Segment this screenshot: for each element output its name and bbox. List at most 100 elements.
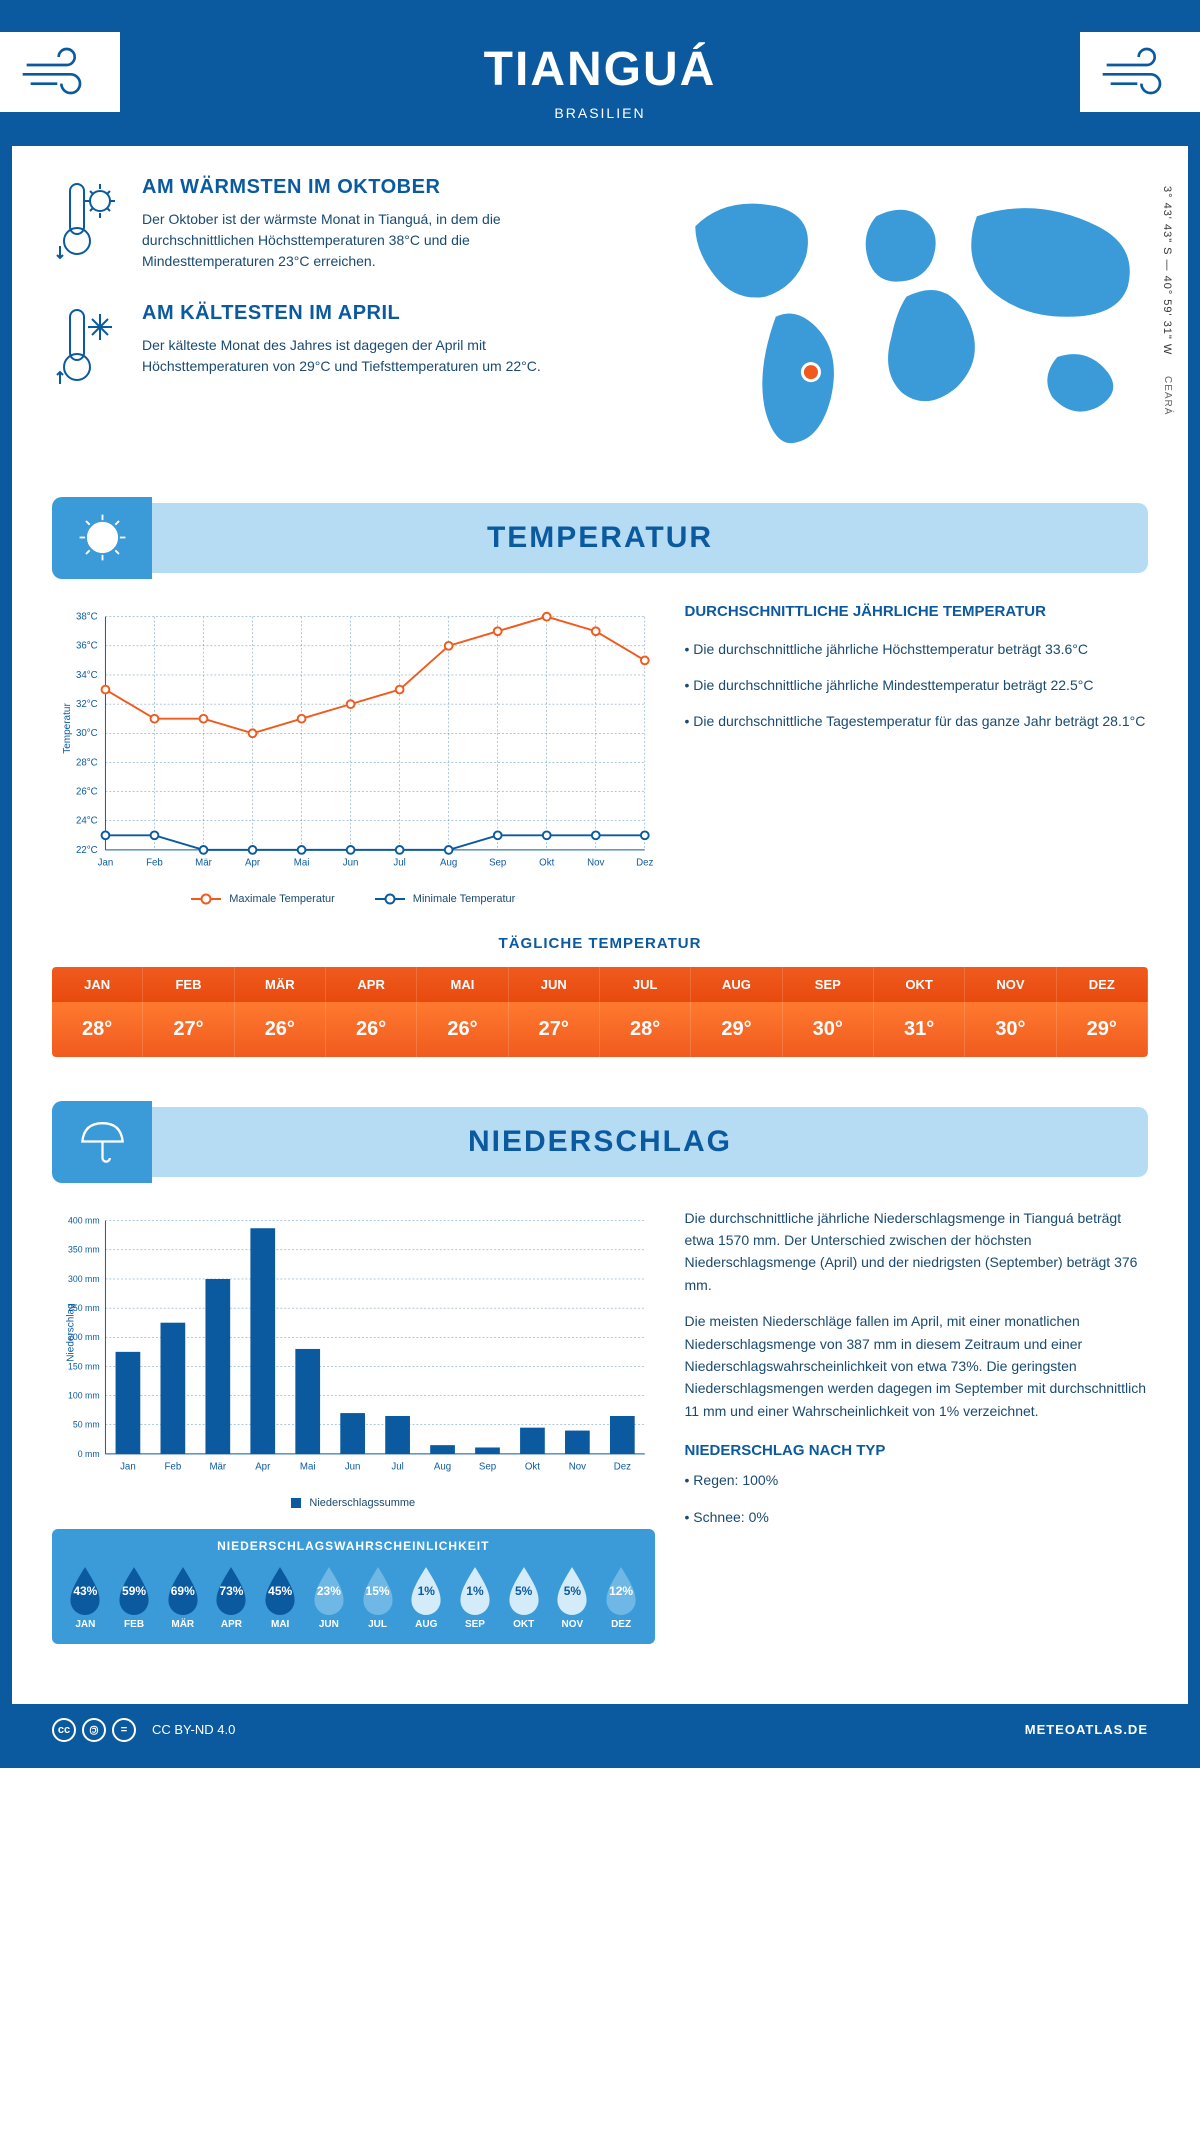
cc-icon: cc bbox=[52, 1718, 76, 1742]
daily-month: MÄR bbox=[235, 967, 326, 1002]
svg-text:28°C: 28°C bbox=[76, 757, 98, 768]
drop-percent: 69% bbox=[171, 1584, 195, 1598]
warmest-title: AM WÄRMSTEN IM OKTOBER bbox=[142, 176, 605, 199]
daily-cell: OKT31° bbox=[874, 967, 965, 1057]
drop-month: JUL bbox=[354, 1619, 401, 1630]
drop-percent: 45% bbox=[268, 1584, 292, 1598]
svg-text:30°C: 30°C bbox=[76, 728, 98, 739]
drop-percent: 1% bbox=[418, 1584, 435, 1598]
raindrop-icon: 69% bbox=[162, 1563, 204, 1615]
svg-text:Apr: Apr bbox=[255, 1461, 271, 1472]
daily-month: MAI bbox=[417, 967, 508, 1002]
temperature-title: TEMPERATUR bbox=[52, 521, 1148, 555]
drop-percent: 15% bbox=[366, 1584, 390, 1598]
daily-temperature-table: JAN28°FEB27°MÄR26°APR26°MAI26°JUN27°JUL2… bbox=[52, 967, 1148, 1057]
svg-text:Mai: Mai bbox=[294, 857, 310, 868]
raindrop-icon: 23% bbox=[308, 1563, 350, 1615]
svg-text:300 mm: 300 mm bbox=[68, 1273, 100, 1283]
intro-section: AM WÄRMSTEN IM OKTOBER Der Oktober ist d… bbox=[52, 176, 1148, 463]
svg-text:50 mm: 50 mm bbox=[73, 1419, 100, 1429]
daily-cell: DEZ29° bbox=[1057, 967, 1148, 1057]
daily-cell: MAI26° bbox=[417, 967, 508, 1057]
thermometer-hot-icon bbox=[52, 176, 122, 272]
wind-icon-left bbox=[0, 32, 120, 112]
legend-min: .legend-item:nth-child(2) .legend-mark::… bbox=[375, 893, 516, 905]
daily-month: JUN bbox=[509, 967, 600, 1002]
legend-max-label: Maximale Temperatur bbox=[229, 893, 335, 905]
svg-text:Jul: Jul bbox=[393, 857, 405, 868]
by-icon: 🄯 bbox=[82, 1718, 106, 1742]
precip-desc: Die durchschnittliche jährliche Niedersc… bbox=[685, 1207, 1148, 1644]
legend-min-label: Minimale Temperatur bbox=[413, 893, 516, 905]
daily-cell: JUL28° bbox=[600, 967, 691, 1057]
drop-percent: 1% bbox=[466, 1584, 483, 1598]
world-map bbox=[645, 176, 1148, 463]
svg-text:Jun: Jun bbox=[343, 857, 359, 868]
drop-month: JUN bbox=[306, 1619, 353, 1630]
svg-text:38°C: 38°C bbox=[76, 611, 98, 622]
svg-text:Okt: Okt bbox=[539, 857, 554, 868]
precip-title: NIEDERSCHLAG bbox=[52, 1125, 1148, 1159]
daily-value: 29° bbox=[1057, 1002, 1148, 1057]
precip-probability-box: NIEDERSCHLAGSWAHRSCHEINLICHKEIT 43%JAN59… bbox=[52, 1529, 655, 1644]
daily-month: SEP bbox=[783, 967, 874, 1002]
drop-cell: 73% APR bbox=[208, 1563, 255, 1630]
license-text: CC BY-ND 4.0 bbox=[152, 1722, 235, 1737]
daily-cell: SEP30° bbox=[783, 967, 874, 1057]
svg-text:Jun: Jun bbox=[345, 1461, 361, 1472]
probability-drops: 43%JAN59%FEB69%MÄR73%APR45%MAI23%JUN15%J… bbox=[62, 1563, 645, 1630]
drop-percent: 23% bbox=[317, 1584, 341, 1598]
svg-text:Sep: Sep bbox=[489, 857, 506, 868]
daily-value: 29° bbox=[691, 1002, 782, 1057]
site-name: METEOATLAS.DE bbox=[1025, 1722, 1148, 1737]
intro-facts: AM WÄRMSTEN IM OKTOBER Der Oktober ist d… bbox=[52, 176, 605, 463]
coldest-fact: AM KÄLTESTEN IM APRIL Der kälteste Monat… bbox=[52, 302, 605, 397]
drop-cell: 23% JUN bbox=[306, 1563, 353, 1630]
svg-text:36°C: 36°C bbox=[76, 640, 98, 651]
page-subtitle: BRASILIEN bbox=[12, 105, 1188, 121]
svg-text:Nov: Nov bbox=[569, 1461, 586, 1472]
drop-cell: 59%FEB bbox=[111, 1563, 158, 1630]
raindrop-icon: 73% bbox=[210, 1563, 252, 1615]
precip-type2: • Schnee: 0% bbox=[685, 1506, 1148, 1528]
drop-cell: 1%AUG bbox=[403, 1563, 450, 1630]
daily-month: OKT bbox=[874, 967, 965, 1002]
region-label: CEARÁ bbox=[1162, 376, 1173, 415]
svg-text:32°C: 32°C bbox=[76, 699, 98, 710]
svg-text:Jul: Jul bbox=[391, 1461, 403, 1472]
temp-b2: • Die durchschnittliche jährliche Mindes… bbox=[685, 674, 1148, 696]
svg-text:Feb: Feb bbox=[165, 1461, 182, 1472]
daily-value: 28° bbox=[600, 1002, 691, 1057]
raindrop-icon: 59% bbox=[113, 1563, 155, 1615]
page-title: TIANGUÁ bbox=[12, 42, 1188, 97]
svg-text:Mär: Mär bbox=[209, 1461, 226, 1472]
drop-month: APR bbox=[208, 1619, 255, 1630]
svg-text:Dez: Dez bbox=[636, 857, 653, 868]
raindrop-icon: 1% bbox=[405, 1563, 447, 1615]
drop-month: DEZ bbox=[598, 1619, 645, 1630]
temperature-line-chart: Temperatur 22°C24°C26°C28°C30°C32°C34°C3… bbox=[52, 603, 655, 883]
drop-cell: 5%NOV bbox=[549, 1563, 596, 1630]
drop-cell: 5%OKT bbox=[500, 1563, 547, 1630]
precip-type1: • Regen: 100% bbox=[685, 1469, 1148, 1491]
temperature-banner: TEMPERATUR bbox=[52, 503, 1148, 573]
drop-percent: 59% bbox=[122, 1584, 146, 1598]
svg-text:Apr: Apr bbox=[245, 857, 261, 868]
daily-cell: MÄR26° bbox=[235, 967, 326, 1057]
svg-text:0 mm: 0 mm bbox=[78, 1448, 100, 1458]
drop-cell: 45%MAI bbox=[257, 1563, 304, 1630]
content: AM WÄRMSTEN IM OKTOBER Der Oktober ist d… bbox=[12, 146, 1188, 1704]
svg-text:400 mm: 400 mm bbox=[68, 1215, 100, 1225]
svg-text:22°C: 22°C bbox=[76, 844, 98, 855]
svg-text:350 mm: 350 mm bbox=[68, 1244, 100, 1254]
svg-text:26°C: 26°C bbox=[76, 786, 98, 797]
temp-legend: .legend-item:nth-child(1) .legend-mark::… bbox=[52, 893, 655, 905]
drop-month: SEP bbox=[452, 1619, 499, 1630]
page: TIANGUÁ BRASILIEN AM WÄRMSTEN IM OKTOBER bbox=[0, 0, 1200, 1768]
daily-month: AUG bbox=[691, 967, 782, 1002]
raindrop-icon: 12% bbox=[600, 1563, 642, 1615]
daily-cell: AUG29° bbox=[691, 967, 782, 1057]
svg-text:Jan: Jan bbox=[120, 1461, 136, 1472]
drop-percent: 12% bbox=[609, 1584, 633, 1598]
legend-precip: Niederschlagssumme bbox=[291, 1497, 415, 1509]
